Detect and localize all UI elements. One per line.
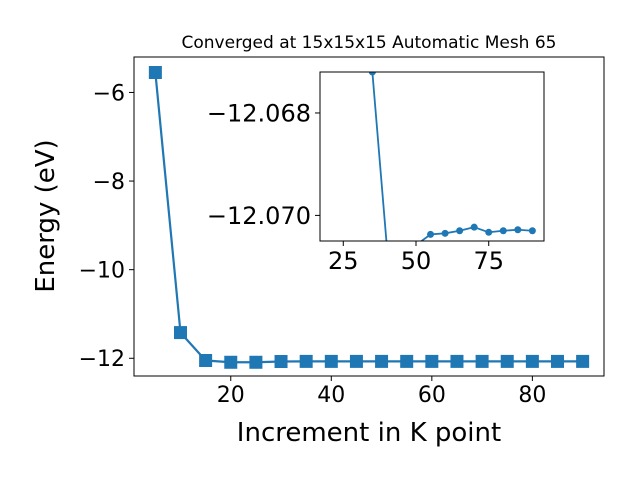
inset-y-tick-label: −12.070 — [207, 202, 311, 230]
inset-data-point — [427, 230, 435, 238]
inset-data-point — [499, 227, 507, 235]
main-data-point — [425, 354, 439, 368]
main-data-point — [299, 354, 313, 368]
inset-y-ticks: −12.070 −12.068 — [207, 100, 320, 230]
main-data-point — [375, 354, 389, 368]
inset-data-point — [470, 223, 478, 231]
main-series-layer — [148, 66, 590, 369]
chart-title: Converged at 15x15x15 Automatic Mesh 65 — [182, 33, 557, 53]
main-x-ticks: 20 40 60 80 — [217, 376, 546, 408]
inset-data-point — [514, 226, 522, 234]
inset-x-tick-label: 75 — [473, 247, 504, 275]
main-data-point — [224, 355, 238, 369]
inset-data-point — [456, 227, 464, 235]
inset-y-tick-label: −12.068 — [207, 100, 311, 128]
inset-plot-area — [320, 72, 544, 241]
main-data-point — [349, 354, 363, 368]
main-plot-frame — [133, 56, 605, 377]
y-axis-label: Energy (eV) — [31, 139, 61, 292]
main-data-point — [173, 326, 187, 340]
inset-data-point — [528, 227, 536, 235]
inset-x-tick-label: 25 — [328, 247, 359, 275]
main-data-point — [249, 355, 263, 369]
main-data-point — [274, 355, 288, 369]
main-x-tick-label: 20 — [217, 383, 245, 408]
main-data-point — [576, 354, 590, 368]
main-data-point — [525, 354, 539, 368]
inset-plot-background — [320, 72, 544, 241]
main-y-ticks: −12 −10 −8 −6 — [79, 81, 134, 372]
inset-x-ticks: 25 50 75 — [328, 241, 504, 275]
main-data-point — [500, 354, 514, 368]
main-data-point — [199, 353, 213, 367]
main-data-point — [475, 354, 489, 368]
main-x-tick-label: 40 — [317, 383, 345, 408]
inset-plot-frame — [319, 71, 545, 242]
inset-series-layer — [368, 72, 536, 241]
inset-data-point — [368, 72, 376, 76]
main-data-point — [400, 354, 414, 368]
main-data-point — [551, 354, 565, 368]
main-y-tick-label: −12 — [79, 347, 125, 372]
main-x-tick-label: 60 — [418, 383, 446, 408]
inset-data-point — [441, 229, 449, 237]
inset-data-point — [485, 228, 493, 236]
main-x-tick-label: 80 — [518, 383, 546, 408]
main-y-tick-label: −10 — [79, 259, 125, 284]
main-data-point — [148, 66, 162, 80]
main-y-tick-label: −8 — [93, 170, 125, 195]
x-axis-label: Increment in K point — [237, 418, 501, 448]
main-data-point — [450, 354, 464, 368]
main-data-point — [324, 354, 338, 368]
inset-x-tick-label: 50 — [401, 247, 432, 275]
main-y-tick-label: −6 — [93, 81, 125, 106]
